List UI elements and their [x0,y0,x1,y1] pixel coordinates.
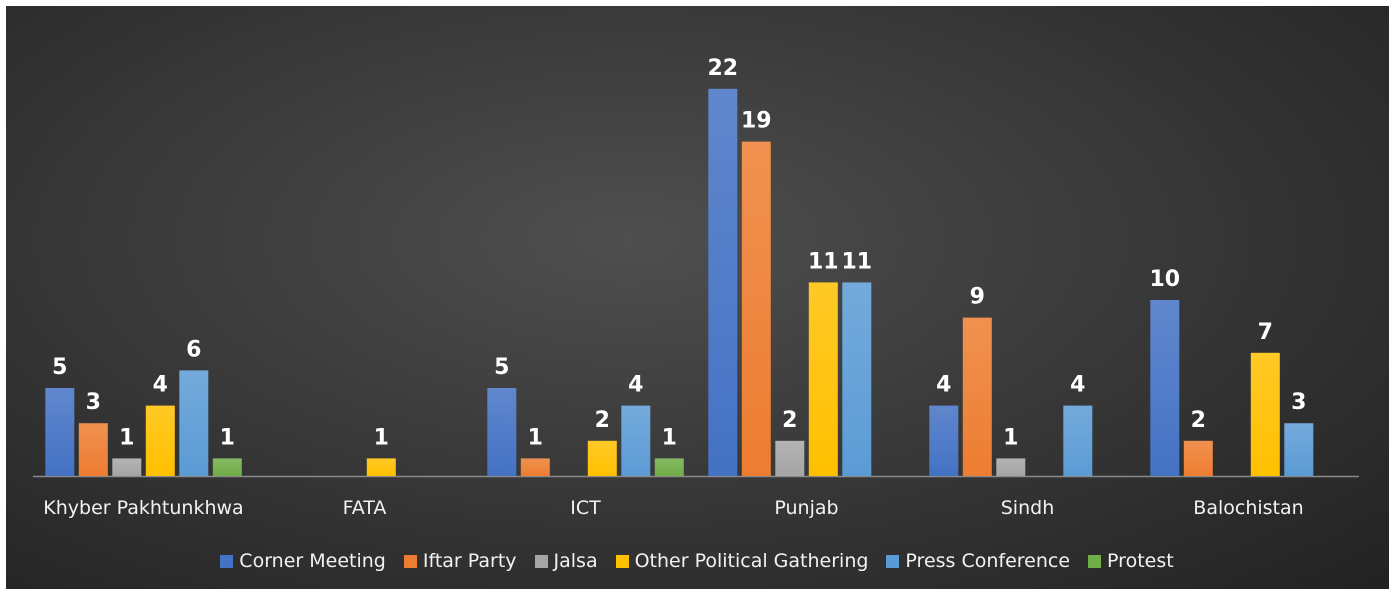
data-label: 2 [1191,408,1206,433]
data-label: 11 [841,249,872,274]
data-label: 1 [528,425,543,450]
data-label: 4 [628,373,643,398]
data-label: 4 [936,373,951,398]
data-label: 11 [808,249,839,274]
data-label: 22 [707,56,738,81]
legend-item: Protest [1088,550,1174,572]
legend: Corner Meeting Iftar Party Jalsa Other Poli… [0,546,1394,576]
bar [929,405,959,476]
bar [808,282,838,476]
data-label: 1 [374,425,389,450]
category-label: Balochistan [1193,497,1303,519]
bar [1250,352,1280,476]
data-label: 19 [741,109,772,134]
data-label: 4 [1070,373,1085,398]
bar [487,388,517,476]
bar [1284,423,1314,476]
category-label: Sindh [1001,497,1054,519]
legend-label: Jalsa [553,550,598,572]
legend-item: Corner Meeting [220,550,386,572]
category-label: Punjab [774,497,838,519]
bar [112,458,142,476]
data-label: 3 [1291,390,1306,415]
data-label: 2 [595,408,610,433]
bar [996,458,1026,476]
bar [1183,440,1213,476]
data-label: 1 [119,425,134,450]
bar [741,141,771,476]
data-label: 5 [494,355,509,380]
category-label: FATA [343,497,387,519]
legend-item: Jalsa [534,550,598,572]
legend-label: Press Conference [905,550,1071,572]
bar [587,440,617,476]
data-label: 2 [782,408,797,433]
bar [962,317,992,476]
chart-area [6,6,1389,589]
data-label: 6 [186,337,201,362]
legend-item: Iftar Party [403,550,517,572]
bar [775,440,805,476]
category-label: Khyber Pakhtunkhwa [43,497,243,519]
bar [621,405,651,476]
legend-swatch [615,554,629,568]
data-label: 7 [1258,320,1273,345]
data-label: 1 [220,425,235,450]
bar [708,88,738,477]
bar [1063,405,1093,476]
bar [45,388,75,476]
bar [366,458,396,476]
legend-swatch [220,554,234,568]
bar [78,423,108,476]
category-label: ICT [570,497,601,519]
legend-label: Other Political Gathering [634,550,869,572]
data-label: 5 [52,355,67,380]
legend-swatch [534,554,548,568]
bar [520,458,550,476]
legend-label: Protest [1107,550,1174,572]
data-label: 10 [1149,267,1180,292]
bar [842,282,872,476]
legend-item: Press Conference [886,550,1070,572]
data-label: 1 [1003,425,1018,450]
data-label: 3 [86,390,101,415]
data-label: 9 [970,285,985,310]
bar [145,405,175,476]
data-label: 1 [662,425,677,450]
legend-label: Iftar Party [422,550,517,572]
legend-swatch [886,554,900,568]
bar [1150,300,1180,476]
bar [212,458,242,476]
data-label: 4 [153,373,168,398]
legend-label: Corner Meeting [239,550,386,572]
bar [654,458,684,476]
legend-swatch [1088,554,1102,568]
legend-item: Other Political Gathering [615,550,869,572]
legend-swatch [403,554,417,568]
bar [179,370,209,476]
